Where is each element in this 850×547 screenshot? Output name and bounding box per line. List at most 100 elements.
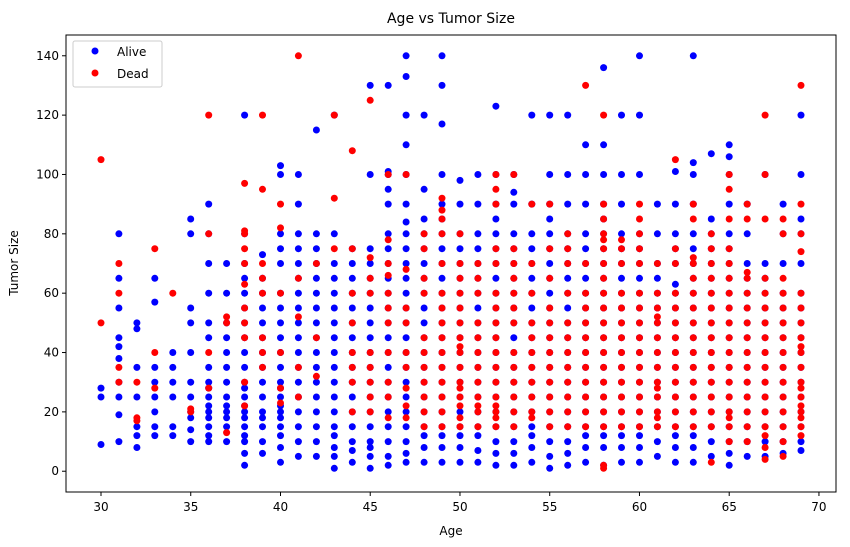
legend-marker-dead: [91, 69, 99, 77]
point-alive: [330, 334, 338, 342]
point-dead: [474, 393, 482, 401]
point-alive: [277, 414, 284, 422]
point-dead: [420, 274, 428, 282]
point-alive: [510, 438, 518, 446]
point-dead: [277, 200, 284, 208]
point-dead: [438, 349, 446, 356]
point-alive: [402, 260, 410, 267]
point-dead: [492, 414, 500, 422]
point-alive: [97, 393, 105, 401]
point-alive: [402, 73, 410, 80]
point-dead: [600, 274, 608, 282]
point-alive: [653, 200, 661, 208]
point-alive: [259, 378, 266, 386]
point-dead: [761, 289, 769, 297]
point-dead: [707, 260, 715, 267]
point-alive: [456, 444, 464, 451]
point-alive: [115, 411, 123, 419]
point-dead: [474, 363, 482, 371]
point-dead: [636, 423, 643, 431]
point-dead: [510, 363, 518, 371]
point-alive: [797, 111, 805, 119]
x-tick-label: 65: [722, 500, 737, 514]
point-alive: [402, 438, 410, 446]
point-dead: [528, 334, 536, 342]
point-alive: [456, 458, 464, 466]
point-dead: [779, 349, 787, 356]
point-alive: [402, 230, 410, 238]
point-dead: [582, 378, 590, 386]
point-alive: [384, 81, 392, 89]
points-layer: [97, 52, 805, 472]
point-alive: [294, 260, 302, 267]
point-dead: [402, 402, 410, 410]
point-alive: [169, 378, 177, 386]
point-dead: [582, 260, 590, 267]
point-alive: [294, 334, 302, 342]
point-alive: [546, 452, 554, 460]
point-alive: [671, 444, 679, 451]
point-alive: [205, 408, 213, 416]
point-dead: [671, 349, 679, 356]
point-dead: [241, 319, 249, 327]
point-dead: [743, 423, 751, 431]
point-alive: [330, 464, 338, 472]
point-dead: [546, 363, 554, 371]
point-alive: [312, 349, 320, 356]
point-alive: [492, 274, 500, 282]
point-dead: [205, 384, 213, 392]
point-alive: [510, 449, 518, 457]
point-dead: [653, 349, 661, 356]
point-alive: [582, 171, 590, 178]
point-alive: [671, 168, 679, 175]
point-alive: [277, 393, 284, 401]
point-dead: [492, 349, 500, 356]
point-dead: [366, 349, 374, 356]
y-tick-label: 120: [36, 108, 59, 122]
point-alive: [600, 64, 608, 72]
point-alive: [348, 260, 356, 267]
point-alive: [725, 230, 733, 238]
point-alive: [456, 408, 464, 416]
point-dead: [636, 393, 643, 401]
point-dead: [348, 147, 356, 155]
point-dead: [743, 274, 751, 282]
point-alive: [312, 363, 320, 371]
point-alive: [151, 274, 159, 282]
point-alive: [420, 260, 428, 267]
point-dead: [671, 156, 679, 164]
point-alive: [294, 408, 302, 416]
point-alive: [241, 384, 249, 392]
point-dead: [474, 423, 482, 431]
point-alive: [205, 438, 213, 446]
point-alive: [546, 464, 554, 472]
point-dead: [725, 393, 733, 401]
point-dead: [653, 289, 661, 297]
point-alive: [312, 452, 320, 460]
point-alive: [402, 245, 410, 253]
point-alive: [438, 444, 446, 451]
plot-frame: [65, 34, 837, 493]
point-dead: [689, 378, 697, 386]
point-dead: [438, 260, 446, 267]
point-dead: [725, 274, 733, 282]
point-alive: [187, 304, 195, 312]
point-dead: [115, 378, 123, 386]
point-alive: [689, 444, 697, 451]
point-dead: [582, 334, 590, 342]
point-alive: [151, 393, 159, 401]
point-dead: [797, 349, 805, 356]
point-alive: [223, 402, 231, 410]
point-dead: [546, 393, 554, 401]
point-dead: [115, 289, 123, 297]
point-alive: [564, 438, 572, 446]
point-dead: [761, 304, 769, 312]
point-alive: [438, 200, 446, 208]
point-alive: [133, 319, 141, 327]
point-dead: [636, 230, 643, 238]
point-dead: [564, 378, 572, 386]
point-alive: [223, 363, 231, 371]
x-tick-label: 45: [363, 500, 378, 514]
point-alive: [277, 432, 284, 440]
